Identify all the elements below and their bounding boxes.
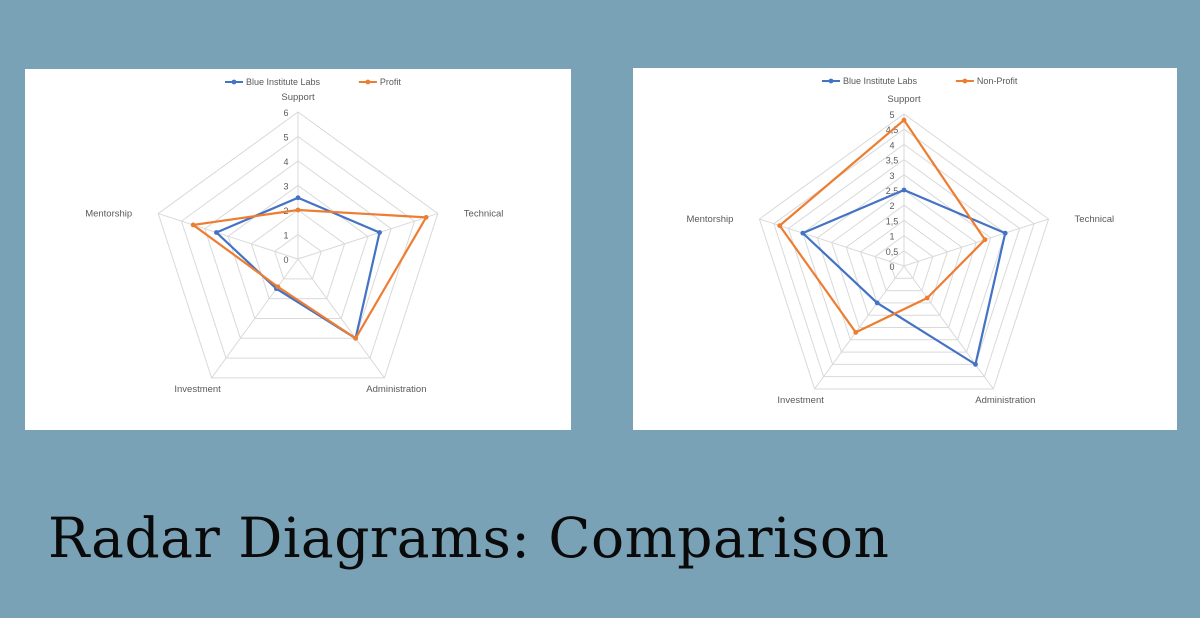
chart1-series-point-1 bbox=[901, 117, 907, 123]
chart1-grid-spoke bbox=[759, 218, 905, 267]
chart0-category-label: Support bbox=[281, 92, 315, 103]
chart0-series-point-1 bbox=[353, 335, 359, 341]
chart1-series-point-0 bbox=[800, 230, 806, 236]
chart1-category-label: Investment bbox=[777, 395, 824, 406]
chart0-grid-ring bbox=[250, 209, 346, 300]
chart1-tick-label: 3 bbox=[889, 171, 894, 181]
chart1-tick-label: 0 bbox=[889, 262, 894, 272]
chart1-series-point-0 bbox=[901, 187, 907, 193]
chart0-grid-ring bbox=[227, 184, 369, 319]
chart1-legend-label-0: Blue Institute Labs bbox=[843, 76, 918, 86]
chart1-series-point-0 bbox=[874, 300, 880, 306]
chart1-tick-label: 2 bbox=[889, 201, 894, 211]
chart1-grid-spoke bbox=[903, 218, 1049, 267]
chart0-series-point-0 bbox=[214, 230, 219, 235]
chart1-series-point-1 bbox=[924, 295, 930, 301]
chart1-grid-ring bbox=[860, 219, 948, 304]
chart1-legend-label-1: Non-Profit bbox=[977, 76, 1018, 86]
chart0-tick-label: 1 bbox=[283, 231, 288, 241]
chart1-series-line-0 bbox=[801, 188, 1007, 366]
chart1-grid-ring bbox=[888, 250, 920, 279]
chart1-grid-ring bbox=[845, 204, 963, 316]
radar-chart-left: 0 1 2 3 4 5 6 Support Technical Administration Inv… bbox=[25, 69, 571, 430]
chart1-series-point-0 bbox=[973, 361, 978, 367]
chart1-grid-ring bbox=[787, 143, 1021, 365]
chart1-category-label: Technical bbox=[1075, 214, 1115, 225]
radar-chart-left-svg: 0123456SupportTechnicalAdministrationInv… bbox=[85, 77, 504, 395]
chart1-grid-spoke bbox=[814, 265, 905, 390]
chart0-series-point-1 bbox=[275, 284, 281, 290]
chart1-series-line-1 bbox=[778, 118, 987, 334]
chart0-grid-spoke bbox=[297, 258, 385, 379]
chart0-series-point-1 bbox=[295, 207, 301, 213]
chart0-series-line-0 bbox=[215, 196, 381, 340]
radar-chart-right: 0 0,5 1 1,5 2 2,5 3 3,5 4 4,5 5 Support Technical Adm… bbox=[633, 68, 1177, 430]
chart1-series-point-1 bbox=[982, 237, 988, 243]
chart0-category-label: Investment bbox=[174, 384, 221, 395]
chart0-grid-ring bbox=[204, 160, 392, 339]
chart0-category-label: Technical bbox=[464, 209, 504, 220]
chart0-legend-label-1: Profit bbox=[380, 77, 402, 87]
chart0-grid-spoke bbox=[158, 213, 299, 260]
chart0-grid-ring bbox=[274, 233, 322, 280]
chart0-tick-label: 4 bbox=[283, 157, 288, 167]
chart1-tick-label: 1,5 bbox=[886, 216, 899, 226]
chart0-series-point-0 bbox=[377, 230, 382, 235]
chart0-legend-marker-0 bbox=[231, 79, 237, 85]
chart0-grid-spoke bbox=[297, 213, 438, 260]
chart0-grid-spoke bbox=[211, 258, 299, 379]
chart1-category-label: Support bbox=[887, 94, 921, 105]
chart0-category-label: Mentorship bbox=[85, 209, 132, 220]
chart1-series-point-0 bbox=[1002, 230, 1008, 236]
chart0-grid-ring bbox=[157, 111, 439, 379]
chart0-category-label: Administration bbox=[366, 384, 426, 395]
chart1-tick-label: 1 bbox=[889, 232, 894, 242]
chart1-tick-label: 4 bbox=[889, 140, 894, 150]
chart1-tick-label: 3,5 bbox=[886, 156, 899, 166]
chart0-tick-label: 5 bbox=[283, 133, 288, 143]
chart0-series-line-1 bbox=[192, 208, 428, 340]
chart1-grid-spoke bbox=[903, 265, 994, 390]
chart1-series-point-1 bbox=[853, 330, 859, 335]
chart1-grid-ring bbox=[758, 113, 1050, 390]
chart0-tick-label: 0 bbox=[283, 255, 288, 265]
chart0-series-point-0 bbox=[295, 195, 301, 201]
chart0-tick-label: 3 bbox=[283, 182, 288, 192]
chart1-legend-marker-1 bbox=[962, 78, 968, 84]
chart0-legend-marker-1 bbox=[365, 79, 371, 85]
chart1-tick-label: 0,5 bbox=[886, 247, 899, 257]
chart0-series-point-1 bbox=[423, 214, 429, 220]
radar-chart-right-svg: 00,511,522,533,544,55SupportTechnicalAdm… bbox=[686, 76, 1115, 406]
chart0-series-point-1 bbox=[190, 222, 196, 228]
chart1-tick-label: 5 bbox=[889, 110, 894, 120]
chart1-grid-ring bbox=[802, 158, 1006, 353]
chart0-legend-label-0: Blue Institute Labs bbox=[246, 77, 321, 87]
chart1-legend-marker-0 bbox=[828, 78, 834, 84]
chart1-series-point-1 bbox=[777, 223, 783, 229]
slide-title: Radar Diagrams: Comparison bbox=[48, 506, 890, 570]
chart1-grid-ring bbox=[874, 234, 934, 292]
chart1-category-label: Mentorship bbox=[686, 214, 733, 225]
chart1-tick-label: 2,5 bbox=[886, 186, 899, 196]
chart0-tick-label: 6 bbox=[283, 108, 288, 118]
chart1-grid-ring bbox=[831, 189, 977, 328]
chart0-grid-ring bbox=[180, 135, 416, 359]
chart1-category-label: Administration bbox=[975, 395, 1035, 406]
chart1-grid-ring bbox=[773, 128, 1035, 378]
